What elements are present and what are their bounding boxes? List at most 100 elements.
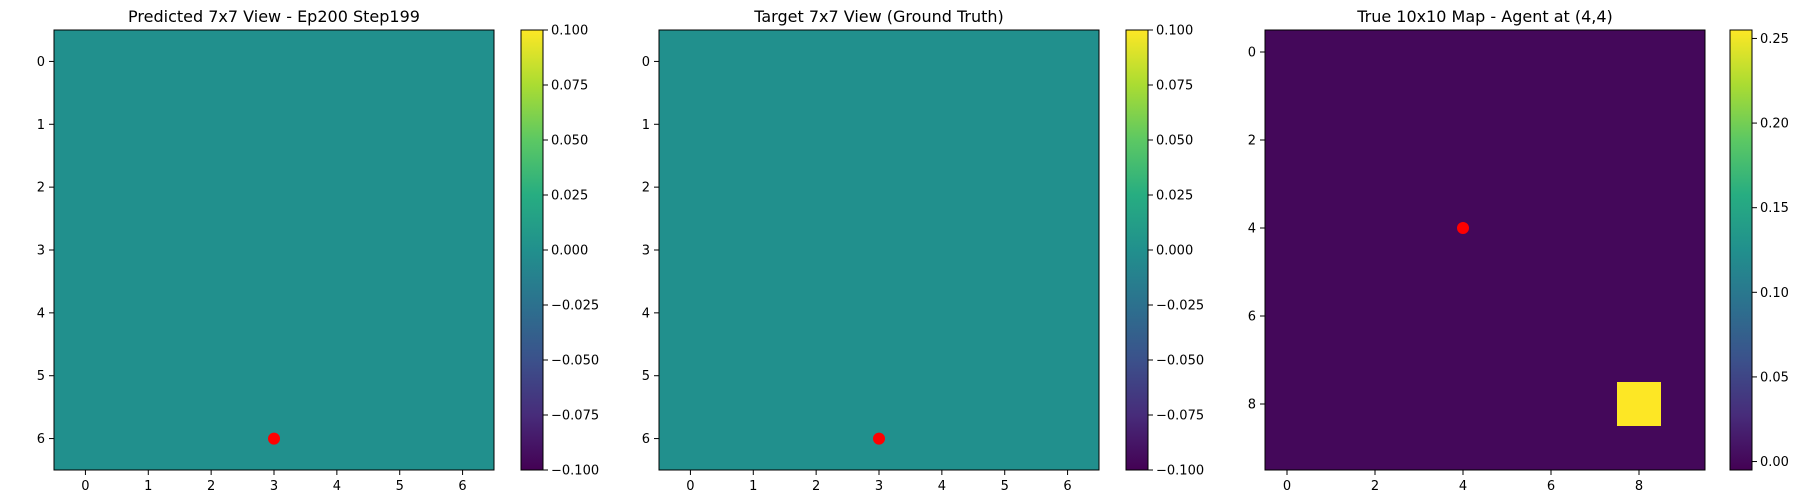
heatmap-cell [1617, 206, 1662, 251]
heatmap-cell [910, 155, 974, 220]
heatmap-cell [721, 30, 786, 94]
heatmap-cell [1485, 74, 1530, 119]
heatmap-cell [242, 281, 307, 345]
heatmap-cell [1573, 206, 1618, 251]
colorbar-tick-label: 0.050 [551, 134, 588, 149]
colorbar-tick-label: −0.050 [1156, 354, 1204, 369]
heatmap-cell [368, 155, 432, 220]
y-tick-label: 2 [1248, 134, 1256, 149]
heatmap-cell [1573, 250, 1618, 295]
y-tick-label: 5 [37, 369, 45, 384]
heatmap-cell [54, 155, 118, 220]
heatmap-cell [1036, 407, 1100, 471]
heatmap-cell [721, 155, 786, 220]
heatmap-cell [1529, 74, 1574, 119]
y-tick-label: 4 [37, 306, 45, 321]
heatmap-cell [116, 407, 181, 471]
heatmap-cell [431, 281, 495, 345]
heatmap-cell [1309, 74, 1354, 119]
heatmap-cell [1353, 338, 1398, 383]
heatmap-cell [1573, 30, 1618, 75]
heatmap-cell [305, 155, 369, 220]
heatmap-cell [1265, 206, 1310, 251]
heatmap-cell [1661, 294, 1706, 339]
heatmap-cell [784, 155, 849, 220]
heatmap-cell [1353, 30, 1398, 75]
heatmap-cell [305, 281, 369, 345]
heatmap-cell [910, 407, 974, 471]
heatmap-cell [431, 155, 495, 220]
heatmap-cell [368, 407, 432, 471]
heatmap-cell [659, 344, 723, 408]
heatmap-cell [368, 281, 432, 345]
heatmap-cell [1661, 250, 1706, 295]
colorbar-tick-label: 0.000 [551, 244, 588, 259]
y-tick-label: 0 [37, 55, 45, 70]
x-tick-label: 4 [333, 479, 341, 494]
heatmap-cell [1397, 162, 1442, 207]
heatmap-cell [1036, 30, 1100, 94]
y-tick-label: 6 [37, 432, 45, 447]
heatmap-cell [1036, 344, 1100, 408]
colorbar-tick-label: −0.025 [1156, 299, 1204, 314]
heatmap-cell [1485, 294, 1530, 339]
colorbar-tick-label: 0.10 [1760, 286, 1789, 301]
heatmap-cell [973, 30, 1037, 94]
colorbar-tick-label: 0.20 [1760, 117, 1789, 132]
heatmap-cell [1265, 294, 1310, 339]
chart-title: Predicted 7x7 View - Ep200 Step199 [128, 7, 420, 26]
x-tick-label: 0 [1283, 479, 1291, 494]
heatmap-cell [431, 344, 495, 408]
agent-marker [268, 432, 280, 445]
heatmap-cell [973, 92, 1037, 157]
heatmap-cell [368, 92, 432, 157]
heatmap-cell [1309, 162, 1354, 207]
heatmap-cell [659, 218, 723, 283]
colorbar-tick-label: −0.025 [551, 299, 599, 314]
heatmap-cell [305, 344, 369, 408]
heatmap-cell [179, 218, 244, 283]
heatmap-cell [1036, 281, 1100, 345]
heatmap-cell [1309, 382, 1354, 427]
colorbar-tick-label: −0.075 [1156, 409, 1204, 424]
y-tick-label: 3 [642, 244, 650, 259]
heatmap-cell [1529, 382, 1574, 427]
heatmap-cell [847, 281, 912, 345]
heatmap-cell [1529, 206, 1574, 251]
heatmap-cell [1529, 338, 1574, 383]
heatmap-cell [116, 281, 181, 345]
heatmap-cell [847, 218, 912, 283]
heatmap-cell [847, 344, 912, 408]
colorbar-tick-label: 0.00 [1760, 455, 1789, 470]
y-tick-label: 2 [37, 181, 45, 196]
heatmap-cell [1353, 162, 1398, 207]
y-tick-label: 4 [642, 306, 650, 321]
heatmap-cell [1353, 426, 1398, 471]
y-tick-label: 6 [1248, 310, 1256, 325]
heatmap-cell [1661, 74, 1706, 119]
colorbar-tick-label: 0.15 [1760, 201, 1789, 216]
heatmap-cell [1441, 250, 1486, 295]
heatmap-cell [305, 92, 369, 157]
heatmap-cell [54, 30, 118, 94]
heatmap-cell [1441, 294, 1486, 339]
heatmap-cell [1265, 338, 1310, 383]
heatmap-cell [1661, 338, 1706, 383]
heatmap-cell [973, 155, 1037, 220]
heatmap-panel-1: Predicted 7x7 View - Ep200 Step199 0 1 2 3 4 5… [37, 7, 599, 494]
heatmap-cell [179, 155, 244, 220]
heatmap-cell [1573, 382, 1618, 427]
heatmap-cell [1036, 92, 1100, 157]
colorbar-tick-label: 0.025 [551, 189, 588, 204]
heatmap-cell [116, 344, 181, 408]
y-tick-label: 0 [1248, 46, 1256, 61]
colorbar-tick-label: −0.100 [551, 464, 599, 479]
heatmap-cell [179, 407, 244, 471]
heatmap-cell [179, 92, 244, 157]
x-tick-label: 4 [938, 479, 946, 494]
agent-marker [1457, 222, 1469, 234]
heatmap-cell [1265, 162, 1310, 207]
heatmap-cell [847, 30, 912, 94]
heatmap-cell [910, 30, 974, 94]
